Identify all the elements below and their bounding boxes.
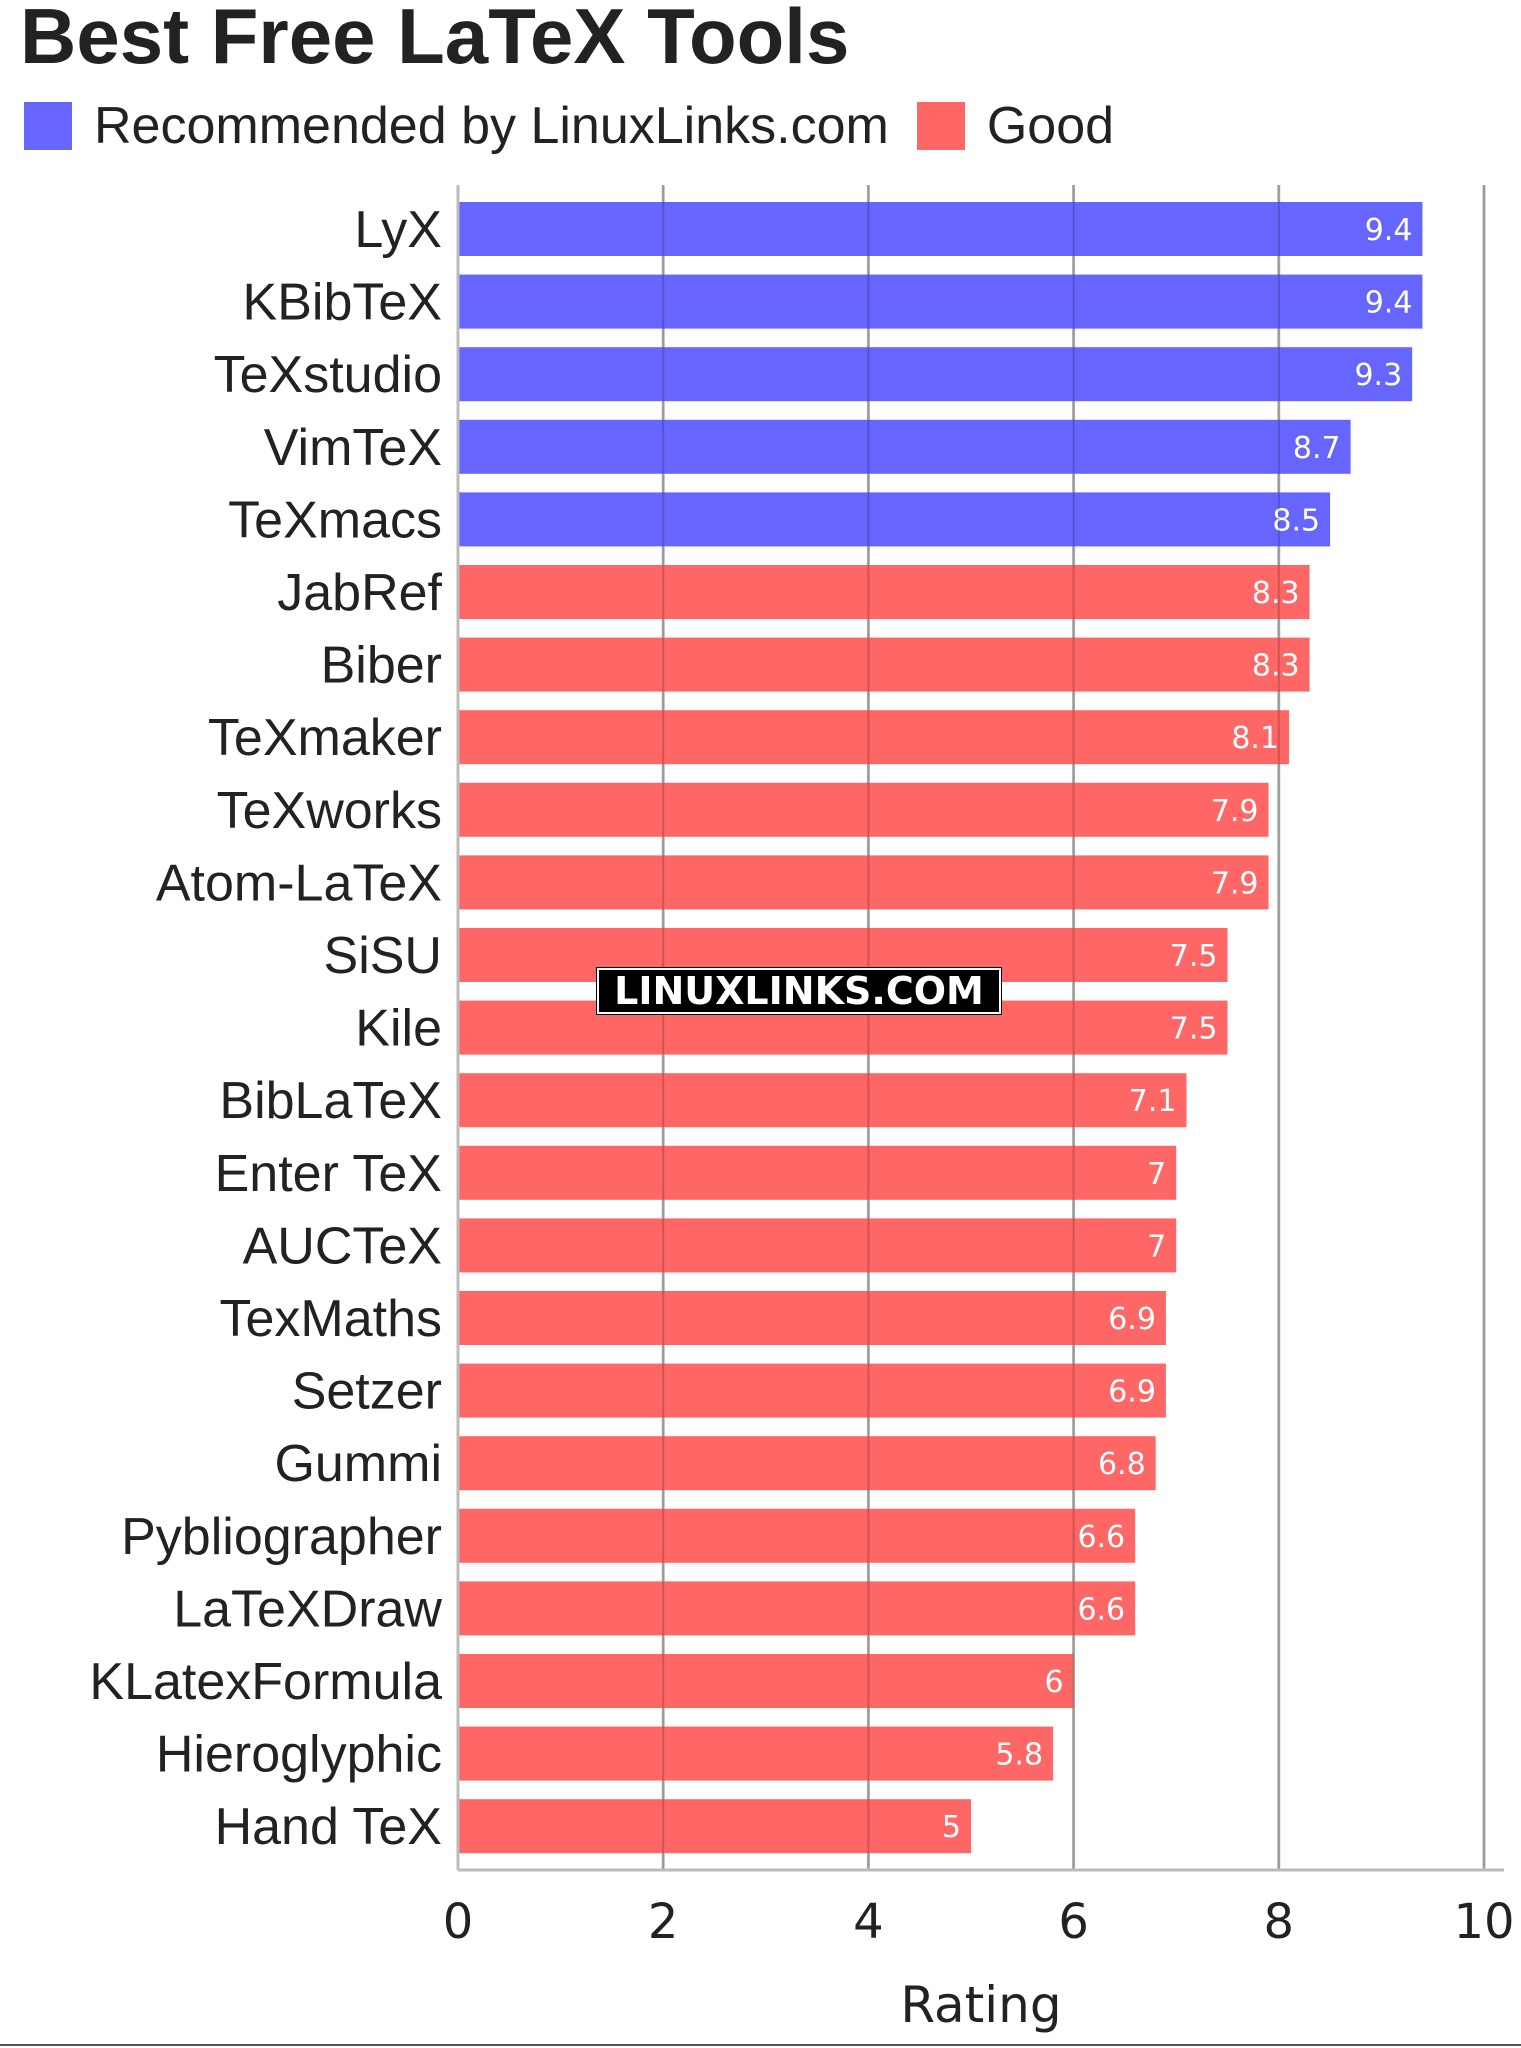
category-label: BibLaTeX bbox=[219, 1072, 442, 1130]
category-label: SiSU bbox=[324, 927, 442, 985]
bar-value-label: 8.3 bbox=[1252, 649, 1300, 684]
bar[interactable] bbox=[458, 1218, 1177, 1273]
bar-value-label: 9.4 bbox=[1365, 213, 1413, 248]
bar-value-label: 8.5 bbox=[1272, 503, 1320, 538]
bar-value-label: 7 bbox=[1147, 1157, 1166, 1192]
bar[interactable] bbox=[458, 710, 1290, 765]
legend: Recommended by LinuxLinks.com Good bbox=[24, 96, 1142, 156]
bar-value-label: 7.9 bbox=[1211, 794, 1259, 829]
bar[interactable] bbox=[458, 202, 1423, 256]
bar-value-label: 6 bbox=[1045, 1665, 1064, 1700]
category-label: Hand TeX bbox=[215, 1798, 442, 1856]
category-label: Biber bbox=[321, 637, 442, 695]
watermark-logo: LINUXLINKS.COM bbox=[597, 968, 1001, 1014]
category-label: Atom-LaTeX bbox=[156, 854, 442, 912]
bar[interactable] bbox=[458, 1073, 1187, 1128]
x-tick-label: 2 bbox=[648, 1894, 679, 1950]
legend-label-good: Good bbox=[986, 97, 1115, 155]
bar-value-label: 7.5 bbox=[1170, 1012, 1218, 1047]
bar[interactable] bbox=[458, 347, 1413, 402]
category-label: Setzer bbox=[292, 1363, 442, 1421]
bar[interactable] bbox=[458, 1726, 1054, 1781]
bar-value-label: 5 bbox=[942, 1810, 961, 1845]
bars: 9.4 9.4 9.3 8.7 8.5 8.3 8.3 8.1 7.9 7.9 7.5 7.5 7.1 7… bbox=[458, 202, 1423, 1854]
bar[interactable] bbox=[458, 1508, 1136, 1563]
x-tick-label: 6 bbox=[1058, 1894, 1089, 1950]
x-tick-label: 8 bbox=[1264, 1894, 1295, 1950]
category-label: KLatexFormula bbox=[89, 1653, 442, 1711]
bar-value-label: 7 bbox=[1147, 1229, 1166, 1264]
category-label: TeXmacs bbox=[228, 491, 442, 549]
category-label: Hieroglyphic bbox=[156, 1726, 442, 1784]
bar[interactable] bbox=[458, 1436, 1156, 1491]
bar-value-label: 8.1 bbox=[1231, 721, 1279, 756]
legend-item-recommended[interactable]: Recommended by LinuxLinks.com bbox=[24, 96, 889, 156]
category-label: Pybliographer bbox=[121, 1508, 442, 1566]
legend-swatch-recommended bbox=[24, 102, 72, 150]
bar-value-label: 5.8 bbox=[995, 1738, 1043, 1773]
bar-value-label: 7.1 bbox=[1129, 1084, 1177, 1119]
bar[interactable] bbox=[458, 1654, 1074, 1708]
bar-value-label: 9.3 bbox=[1354, 358, 1402, 393]
x-axis-title: Rating bbox=[900, 1976, 1061, 2034]
x-tick-label: 10 bbox=[1453, 1894, 1514, 1950]
bar-value-label: 6.6 bbox=[1077, 1520, 1125, 1555]
bar[interactable] bbox=[458, 1799, 971, 1854]
bar-value-label: 7.5 bbox=[1170, 939, 1218, 974]
bar[interactable] bbox=[458, 419, 1351, 474]
category-label: Enter TeX bbox=[215, 1145, 442, 1203]
bar-value-label: 6.9 bbox=[1108, 1302, 1156, 1337]
bar-value-label: 6.6 bbox=[1077, 1592, 1125, 1627]
category-label: VimTeX bbox=[264, 419, 442, 477]
category-label: Kile bbox=[355, 1000, 442, 1058]
bar[interactable] bbox=[458, 637, 1310, 692]
category-label: TeXstudio bbox=[214, 346, 442, 404]
category-label: Gummi bbox=[274, 1435, 442, 1493]
category-label: KBibTeX bbox=[243, 274, 442, 332]
x-tick-label: 4 bbox=[853, 1894, 884, 1950]
category-label: JabRef bbox=[277, 564, 442, 622]
bar-value-label: 6.8 bbox=[1098, 1447, 1146, 1482]
bottom-border bbox=[0, 2044, 1521, 2046]
bar[interactable] bbox=[458, 565, 1310, 619]
bar[interactable] bbox=[458, 855, 1269, 910]
category-label: LyX bbox=[354, 201, 442, 259]
gridline-overlay bbox=[662, 185, 1485, 1870]
bar-value-label: 8.3 bbox=[1252, 576, 1300, 611]
category-label: TexMaths bbox=[219, 1290, 442, 1348]
bar-value-label: 9.4 bbox=[1365, 286, 1413, 321]
legend-item-good[interactable]: Good bbox=[916, 96, 1115, 156]
bar-value-label: 8.7 bbox=[1293, 431, 1341, 466]
bar[interactable] bbox=[458, 1581, 1136, 1636]
category-label: TeXmaker bbox=[208, 709, 442, 767]
x-tick-label: 0 bbox=[443, 1894, 474, 1950]
legend-swatch-good bbox=[916, 102, 965, 150]
category-label: AUCTeX bbox=[243, 1217, 442, 1275]
legend-label-recommended: Recommended by LinuxLinks.com bbox=[94, 97, 889, 155]
bar[interactable] bbox=[458, 492, 1331, 547]
category-label: LaTeXDraw bbox=[173, 1580, 442, 1638]
axes: 0 2 4 6 8 10 LyX KBibTeX TeXstudio VimTeX TeXmacs J… bbox=[89, 185, 1515, 1950]
bar[interactable] bbox=[458, 782, 1269, 837]
bar-value-label: 7.9 bbox=[1211, 866, 1259, 901]
bar[interactable] bbox=[458, 1363, 1166, 1418]
chart-title: Best Free LaTeX Tools bbox=[20, 0, 850, 80]
bar[interactable] bbox=[458, 274, 1423, 329]
category-label: TeXworks bbox=[217, 782, 442, 840]
bar[interactable] bbox=[458, 1291, 1166, 1345]
bar-value-label: 6.9 bbox=[1108, 1375, 1156, 1410]
bar[interactable] bbox=[458, 1145, 1177, 1200]
